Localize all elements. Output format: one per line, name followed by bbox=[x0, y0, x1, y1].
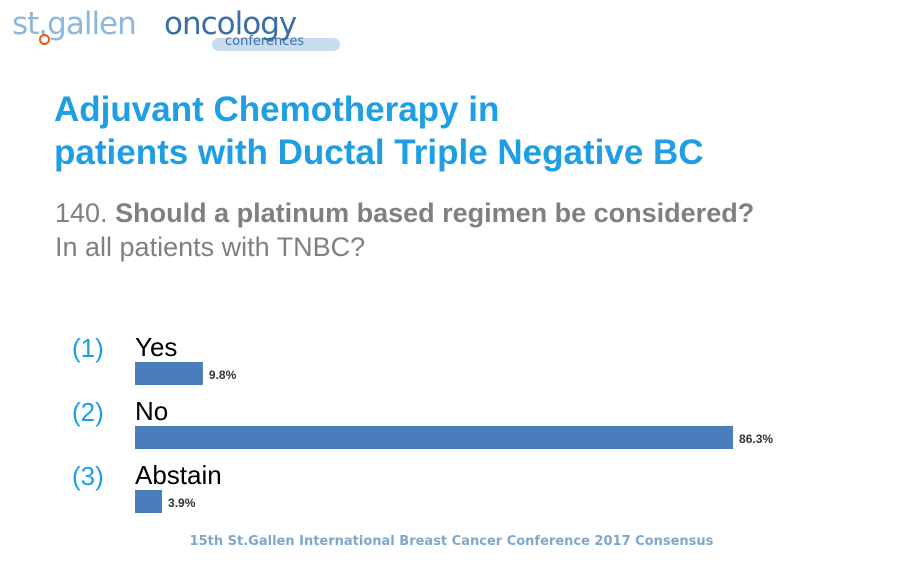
option-number: (3) bbox=[72, 461, 104, 491]
question-number: 140. bbox=[55, 198, 108, 228]
option-label: Abstain bbox=[135, 460, 222, 490]
poll-question-line: 140. Should a platinum based regimen be … bbox=[55, 196, 754, 230]
slide-footer: 15th St.Gallen International Breast Canc… bbox=[189, 534, 714, 549]
option-number: (1) bbox=[72, 333, 104, 363]
logo-dot-icon bbox=[39, 34, 50, 45]
slide-title-line-2: patients with Ductal Triple Negative BC bbox=[54, 133, 704, 172]
logo-text-oncology: oncology bbox=[164, 6, 297, 42]
result-bar bbox=[135, 362, 203, 385]
slide-title-line-1: Adjuvant Chemotherapy in bbox=[54, 90, 500, 129]
option-label: Yes bbox=[135, 332, 177, 362]
value-label: 3.9% bbox=[168, 496, 196, 510]
logo-text-conferences: conferences bbox=[225, 34, 305, 49]
logo-text-st-gallen: st.gallen bbox=[12, 6, 137, 42]
question-subtext: In all patients with TNBC? bbox=[55, 232, 366, 262]
slide-title: Adjuvant Chemotherapy in patients with D… bbox=[54, 88, 704, 174]
option-number: (2) bbox=[72, 397, 104, 427]
logo-swoosh bbox=[212, 38, 340, 51]
option-label: No bbox=[135, 396, 168, 426]
poll-question: 140. Should a platinum based regimen be … bbox=[55, 196, 754, 264]
conference-logo: st.gallen oncology conferences bbox=[12, 4, 340, 54]
value-label: 9.8% bbox=[209, 368, 237, 382]
result-bar bbox=[135, 490, 163, 513]
value-label: 86.3% bbox=[739, 432, 773, 446]
result-bar bbox=[135, 426, 734, 449]
question-text: Should a platinum based regimen be consi… bbox=[115, 198, 755, 228]
